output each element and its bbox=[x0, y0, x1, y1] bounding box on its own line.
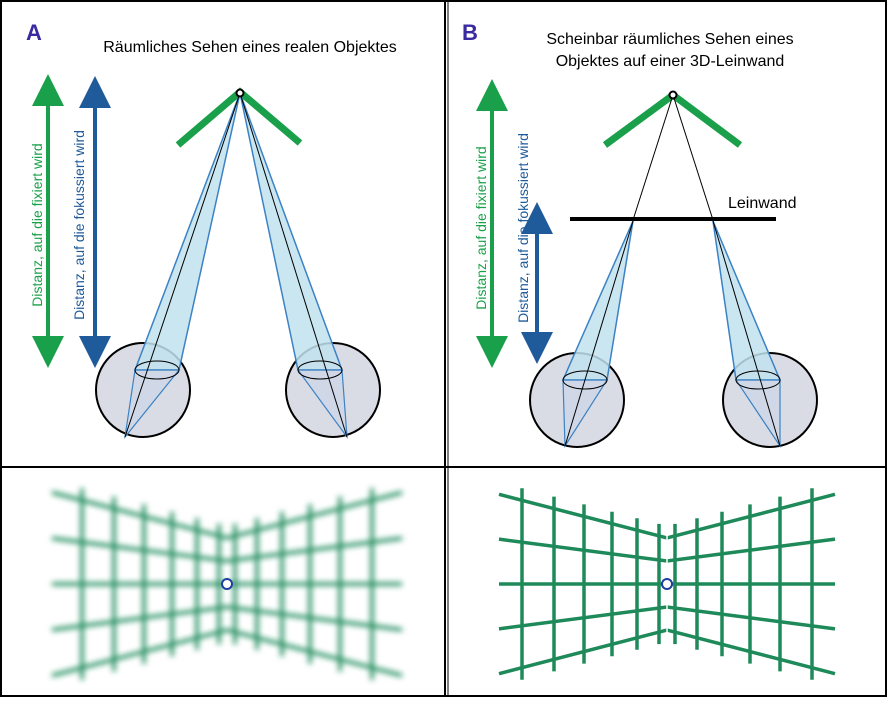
focus-label: Distanz, auf die fokussiert wird bbox=[515, 133, 531, 323]
screen-label: Leinwand bbox=[728, 195, 797, 212]
fixation-label: Distanz, auf die fixiert wird bbox=[29, 143, 45, 306]
diagram: A Räumliches Sehen eines realen Objektes… bbox=[0, 0, 887, 697]
panel-title: Scheinbar räumliches Sehen eines bbox=[546, 31, 793, 48]
fixation-label: Distanz, auf die fixiert wird bbox=[473, 146, 489, 309]
fixation-marker bbox=[222, 579, 232, 589]
panel-label: B bbox=[462, 20, 478, 45]
panel-title: Objektes auf einer 3D-Leinwand bbox=[556, 53, 785, 70]
fixation-point bbox=[237, 90, 244, 97]
panel-title: Räumliches Sehen eines realen Objektes bbox=[103, 39, 397, 56]
fixation-point bbox=[670, 92, 677, 99]
fixation-marker bbox=[662, 579, 672, 589]
focus-label: Distanz, auf die fokussiert wird bbox=[71, 130, 87, 320]
panel-label: A bbox=[26, 20, 42, 45]
